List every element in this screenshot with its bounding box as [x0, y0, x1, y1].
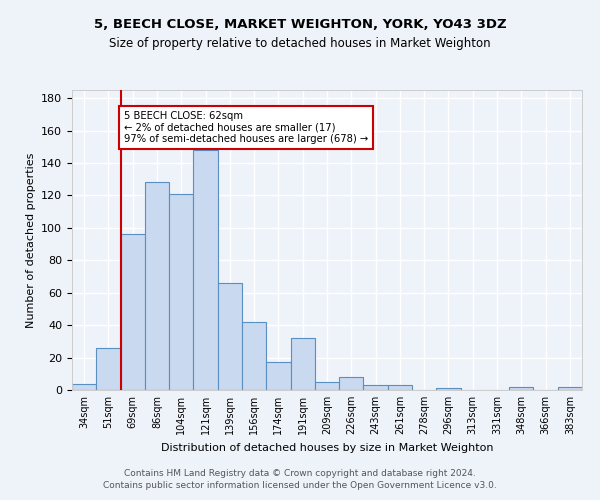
Bar	[364, 385, 388, 390]
Bar	[339, 377, 364, 390]
Text: Size of property relative to detached houses in Market Weighton: Size of property relative to detached ho…	[109, 38, 491, 51]
Bar	[509, 387, 533, 390]
Bar	[436, 388, 461, 390]
Bar	[121, 234, 145, 390]
Bar	[558, 387, 582, 390]
Bar	[266, 362, 290, 390]
Y-axis label: Number of detached properties: Number of detached properties	[26, 152, 35, 328]
Bar	[218, 283, 242, 390]
Bar	[96, 348, 121, 390]
Bar	[242, 322, 266, 390]
X-axis label: Distribution of detached houses by size in Market Weighton: Distribution of detached houses by size …	[161, 442, 493, 452]
Bar	[193, 150, 218, 390]
Bar	[388, 385, 412, 390]
Bar	[145, 182, 169, 390]
Bar	[315, 382, 339, 390]
Text: 5 BEECH CLOSE: 62sqm
← 2% of detached houses are smaller (17)
97% of semi-detach: 5 BEECH CLOSE: 62sqm ← 2% of detached ho…	[124, 111, 368, 144]
Bar	[290, 338, 315, 390]
Bar	[72, 384, 96, 390]
Bar	[169, 194, 193, 390]
Text: Contains HM Land Registry data © Crown copyright and database right 2024.
Contai: Contains HM Land Registry data © Crown c…	[103, 468, 497, 490]
Text: 5, BEECH CLOSE, MARKET WEIGHTON, YORK, YO43 3DZ: 5, BEECH CLOSE, MARKET WEIGHTON, YORK, Y…	[94, 18, 506, 30]
